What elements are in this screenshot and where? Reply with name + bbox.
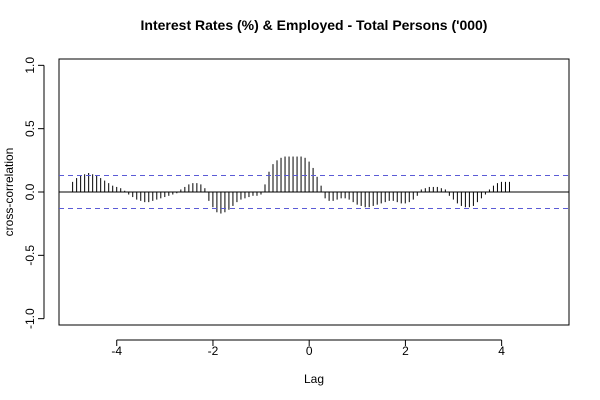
y-tick-label: -0.5 (23, 245, 37, 266)
x-tick-label: 0 (306, 344, 313, 358)
chart-title: Interest Rates (%) & Employed - Total Pe… (141, 17, 488, 33)
x-tick-label: 4 (498, 344, 505, 358)
x-tick-label: -2 (208, 344, 219, 358)
x-axis-label: Lag (304, 372, 324, 386)
x-tick-label: -4 (111, 344, 122, 358)
y-tick-label: 1.0 (23, 57, 37, 74)
x-tick-label: 2 (402, 344, 409, 358)
y-axis-label: cross-correlation (2, 148, 16, 237)
x-axis: -4 -2 0 2 4 (111, 339, 505, 358)
y-tick-label: 0.0 (23, 183, 37, 200)
y-tick-label: -1.0 (23, 308, 37, 329)
y-tick-label: 0.5 (23, 120, 37, 137)
y-axis: -1.0 -0.5 0.0 0.5 1.0 (23, 57, 45, 329)
stems-layer (72, 156, 510, 214)
